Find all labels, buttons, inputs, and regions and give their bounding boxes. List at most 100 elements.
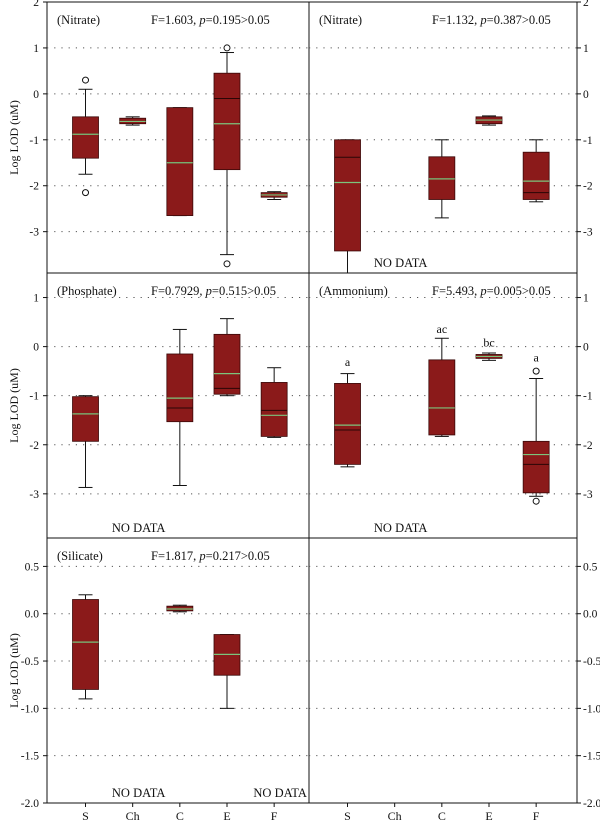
stat-text: F=1.817, p=0.217>0.05 <box>151 549 270 563</box>
significance-letter: bc <box>483 336 494 350</box>
panel-label: (Nitrate) <box>319 13 362 27</box>
y-tick-label: -3 <box>583 227 593 239</box>
y-tick-label: -2 <box>583 440 593 452</box>
x-category-label: Ch <box>126 809 140 823</box>
stat-f: F=1.132, <box>432 13 480 27</box>
y-tick-label: 0.0 <box>25 609 40 621</box>
y-tick-label: -2.0 <box>21 798 39 810</box>
x-category-label: S <box>344 809 351 823</box>
x-category-label: S <box>82 809 89 823</box>
y-tick-label: 1 <box>33 293 39 305</box>
y-tick-label: -1.0 <box>21 703 39 715</box>
box-s <box>334 139 361 273</box>
box-iqr <box>522 151 550 200</box>
stat-p-value: =0.515>0.05 <box>212 284 276 298</box>
y-axis-label: Log LOD (uM) <box>7 100 21 175</box>
y-tick-label: -3 <box>29 227 39 239</box>
y-tick-label: -1.5 <box>21 751 39 763</box>
box-s <box>72 76 99 197</box>
box-e <box>213 44 241 268</box>
stat-p-value: =0.217>0.05 <box>206 549 270 563</box>
panel-nitrate-left: 2 1 0 -1 -2 -3 Log LOD (uM) (Nitrate) F=1.603, p… <box>7 0 310 274</box>
box-iqr <box>260 382 288 437</box>
outlier-point <box>532 367 540 375</box>
stat-p-value: =0.195>0.05 <box>206 13 270 27</box>
stat-text: F=5.493, p=0.005>0.05 <box>432 284 551 298</box>
box-iqr <box>72 116 99 159</box>
stat-p-symbol: p <box>198 13 205 27</box>
box-f <box>260 191 288 201</box>
stat-f: F=0.7929, <box>151 284 206 298</box>
box-iqr <box>72 599 99 690</box>
y-tick-label: -1 <box>29 391 39 403</box>
no-data-label: NO DATA <box>253 786 307 800</box>
panel-ammonium: 1 0 -1 -2 -3 (Ammonium) F=5.493, p=0.005>0.05 a… <box>308 272 593 539</box>
x-category-label: E <box>223 809 230 823</box>
box-iqr <box>213 333 241 395</box>
y-tick-label: 0 <box>33 342 39 354</box>
x-category-label: C <box>438 809 446 823</box>
no-data-label: NO DATA <box>112 521 166 535</box>
y-tick-label: -2 <box>583 181 593 193</box>
y-tick-label: 1 <box>583 43 589 55</box>
stat-p-value: =0.387>0.05 <box>487 13 551 27</box>
box-c <box>166 328 194 486</box>
box-iqr <box>166 353 194 423</box>
y-tick-label: -2 <box>29 181 39 193</box>
y-tick-label: 0 <box>583 89 589 101</box>
y-tick-label: 0.5 <box>583 561 598 573</box>
y-tick-label: 0.0 <box>583 609 598 621</box>
box-f <box>260 367 288 438</box>
outlier-point <box>82 189 90 197</box>
y-tick-label: -1 <box>29 135 39 147</box>
stat-text: F=1.132, p=0.387>0.05 <box>432 13 551 27</box>
x-category-label: C <box>176 809 184 823</box>
stat-p-symbol: p <box>205 284 212 298</box>
box-c <box>428 139 456 219</box>
outlier-point <box>532 497 540 505</box>
y-tick-label: 2 <box>33 0 39 9</box>
y-tick-label: -3 <box>583 489 593 501</box>
y-tick-label: -2 <box>29 440 39 452</box>
box-iqr <box>72 396 99 442</box>
outlier-point <box>223 44 231 52</box>
box-ch <box>119 116 147 126</box>
panel-label: (Phosphate) <box>57 284 117 298</box>
box-f <box>522 367 550 505</box>
no-data-label: NO DATA <box>374 521 428 535</box>
y-axis-label: Log LOD (uM) <box>7 633 21 708</box>
box-c <box>428 337 456 437</box>
y-tick-label: 0 <box>583 342 589 354</box>
panel-silicate: 0.5 0.0 -0.5 -1.0 -1.5 -2.0 Log LOD (uM) (Silic… <box>7 537 310 823</box>
box-s <box>72 395 99 488</box>
box-iqr <box>428 359 456 436</box>
outlier-point <box>223 260 231 268</box>
y-tick-label: -1.5 <box>583 751 600 763</box>
stat-p-symbol: p <box>479 284 486 298</box>
y-tick-label: -1 <box>583 135 593 147</box>
panel-label: (Silicate) <box>57 549 103 563</box>
box-iqr <box>166 107 194 216</box>
stat-p-symbol: p <box>198 549 205 563</box>
box-iqr <box>428 156 456 200</box>
box-f <box>522 139 550 203</box>
panel-label: (Ammonium) <box>319 284 388 298</box>
y-tick-label: 0 <box>33 89 39 101</box>
box-iqr <box>213 72 241 171</box>
stat-p-value: =0.005>0.05 <box>487 284 551 298</box>
y-tick-label: -2.0 <box>583 798 600 810</box>
box-e <box>213 318 241 397</box>
y-axis-label: Log LOD (uM) <box>7 368 21 443</box>
outlier-point <box>82 76 90 84</box>
box-iqr <box>334 383 361 465</box>
y-tick-label: 2 <box>583 0 589 9</box>
panel-label: (Nitrate) <box>57 13 100 27</box>
box-c <box>166 604 194 613</box>
stat-f: F=5.493, <box>432 284 480 298</box>
stat-p-symbol: p <box>479 13 486 27</box>
box-e <box>213 634 241 709</box>
x-category-label: F <box>271 809 278 823</box>
y-tick-label: -0.5 <box>21 656 39 668</box>
significance-letter: a <box>345 355 351 369</box>
x-category-label: E <box>485 809 492 823</box>
